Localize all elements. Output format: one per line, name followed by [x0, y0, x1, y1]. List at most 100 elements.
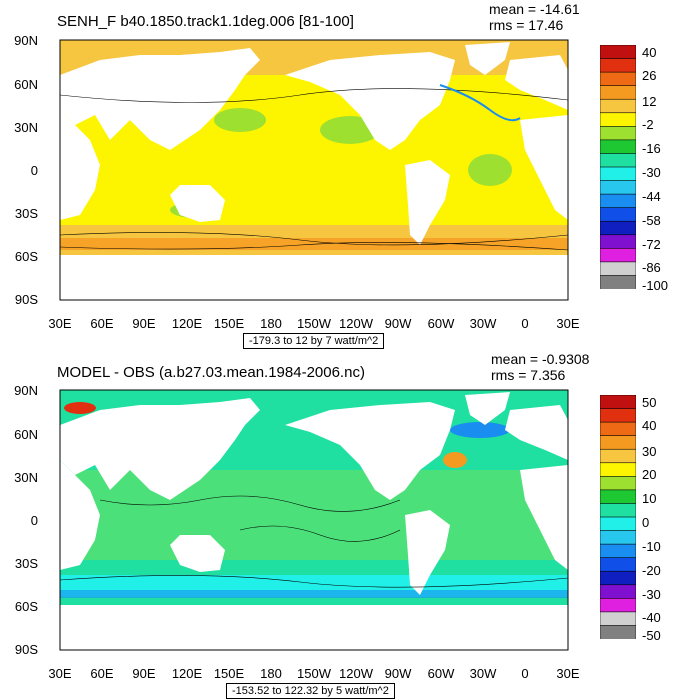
colorbar-label: -58: [642, 213, 661, 228]
map-frame: [59, 39, 569, 301]
colorbar-label: -44: [642, 189, 661, 204]
europe-land: [505, 405, 568, 460]
colorbar-label: -50: [642, 628, 661, 643]
colorbar-swatch: [600, 611, 636, 627]
colorbar-swatch: [600, 166, 636, 182]
contour-line: [59, 232, 569, 246]
lon-label: 30W: [469, 316, 497, 331]
colorbar-label: -100: [642, 278, 669, 293]
colorbar-swatch: [600, 180, 636, 195]
colorbar-swatch: [600, 543, 636, 559]
lat-label: 30S: [14, 556, 38, 571]
africa-east-land: [520, 465, 568, 570]
colorbar-label: 50: [642, 395, 657, 410]
colorbar-label: -20: [642, 563, 661, 578]
colorbar-label: 26: [642, 68, 657, 83]
north-atlantic-patch: [450, 422, 510, 438]
colorbar-label: 12: [642, 94, 657, 109]
lon-label: 120E: [171, 316, 203, 331]
colorbar-swatch: [600, 234, 636, 250]
colorbar-swatch: [600, 45, 636, 60]
lat-label: 90N: [14, 33, 38, 48]
lat-label: 0: [30, 163, 38, 178]
contour-line: [239, 525, 401, 542]
lon-label: 120E: [171, 666, 203, 681]
indian-cold-patch: [214, 108, 266, 132]
lon-label: 150W: [297, 316, 331, 331]
colorbar-label: -86: [642, 260, 661, 275]
colorbar-swatch: [600, 207, 636, 223]
lon-label: 120W: [339, 316, 373, 331]
colorbar-swatch: [600, 395, 636, 410]
north-america-land: [285, 402, 455, 500]
contour-line: [59, 88, 569, 103]
lat-label: 30N: [14, 470, 38, 485]
eurasia-land: [60, 398, 260, 500]
lon-label: 180: [260, 316, 282, 331]
lon-label: 30E: [48, 666, 72, 681]
lon-label: 30W: [469, 666, 497, 681]
lat-label: 90S: [14, 292, 38, 307]
lon-label: 30E: [556, 316, 580, 331]
colorbar-swatch: [600, 435, 636, 451]
colorbar-swatch: [600, 153, 636, 168]
colorbar-swatch: [600, 625, 636, 639]
contour-line: [439, 84, 521, 122]
contour-line: [59, 242, 569, 251]
lat-label: 60S: [14, 249, 38, 264]
map-plot: [59, 389, 569, 651]
colorbar-label: 40: [642, 418, 657, 433]
tropical-band: [60, 470, 568, 560]
lon-label: 120W: [339, 666, 373, 681]
lat-label: 30N: [14, 120, 38, 135]
lon-label: 60W: [427, 666, 455, 681]
lat-label: 60N: [14, 427, 38, 442]
colorbar-label: 30: [642, 444, 657, 459]
africa-east-land: [520, 115, 568, 220]
colorbar-swatch: [600, 98, 636, 114]
colorbar-label: 0: [642, 515, 650, 530]
greenland-land: [465, 392, 510, 425]
lon-label: 90E: [132, 316, 156, 331]
colorbar-swatch: [600, 261, 636, 277]
colorbar: [600, 45, 636, 289]
colorbar-label: -30: [642, 165, 661, 180]
lon-label: 180: [260, 666, 282, 681]
atlantic-cold-patch: [468, 154, 512, 186]
colorbar-swatch: [600, 71, 636, 87]
lon-label: 30E: [48, 316, 72, 331]
lat-label: 90N: [14, 383, 38, 398]
colorbar-swatch: [600, 126, 636, 141]
colorbar-swatch: [600, 448, 636, 464]
lon-label: 90W: [384, 666, 412, 681]
top-map-panel: SENH_F b40.1850.track1.1deg.006 [81-100]…: [14, 1, 669, 349]
south-america-land: [405, 510, 450, 595]
colorbar-label: 40: [642, 45, 657, 60]
mean-value: mean = -0.9308: [491, 351, 590, 367]
lon-label: 0: [521, 316, 529, 331]
colorbar-swatch: [600, 248, 636, 263]
colorbar-swatch: [600, 584, 636, 600]
lon-label: 0: [521, 666, 529, 681]
colorbar-swatch: [600, 421, 636, 437]
australia-land: [170, 185, 225, 222]
lat-label: 90S: [14, 642, 38, 657]
colorbar-label: -2: [642, 117, 654, 132]
contour-line: [99, 495, 401, 512]
lon-label: 90W: [384, 316, 412, 331]
colorbar-swatch: [600, 220, 636, 236]
europe-land: [505, 55, 568, 110]
contour-caption: -179.3 to 12 by 7 watt/m^2: [243, 333, 385, 349]
contour-line: [59, 575, 569, 588]
colorbar-label: 20: [642, 467, 657, 482]
africa-land: [60, 460, 100, 570]
mean-value: mean = -14.61: [489, 1, 580, 17]
lat-label: 0: [30, 513, 38, 528]
bottom-map-panel: MODEL - OBS (a.b27.03.mean.1984-2006.nc)…: [0, 350, 700, 700]
colorbar-swatch: [600, 516, 636, 532]
plot-title: SENH_F b40.1850.track1.1deg.006 [81-100]: [57, 13, 354, 30]
australia-land: [170, 535, 225, 572]
colorbar-label: -40: [642, 610, 661, 625]
colorbar-swatch: [600, 570, 636, 586]
eurasia-land: [60, 48, 260, 150]
